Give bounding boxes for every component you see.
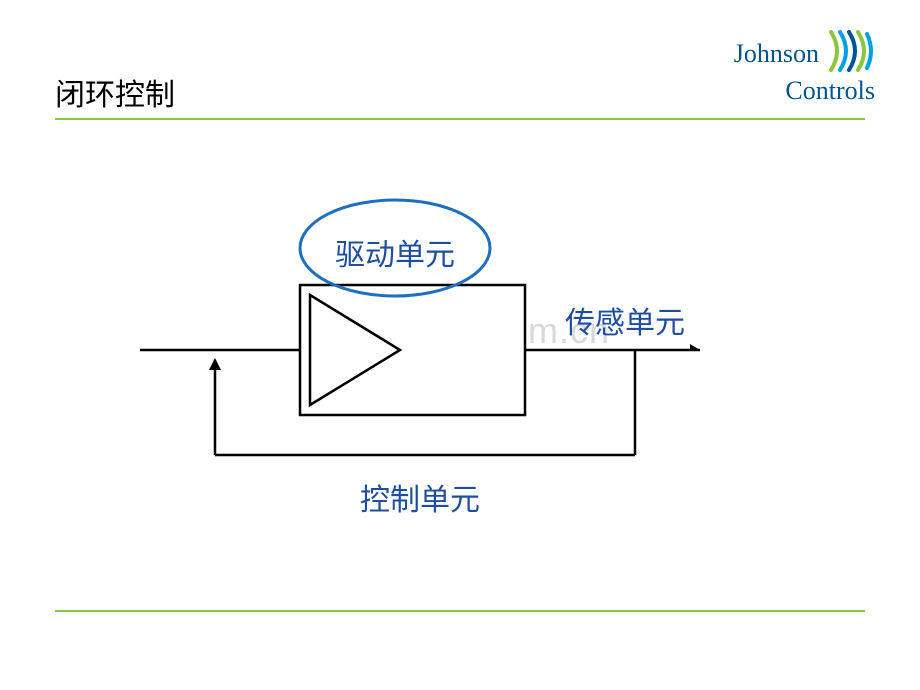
closed-loop-diagram (0, 0, 920, 690)
arrow-feedback-icon (209, 358, 221, 370)
amp-box (300, 285, 525, 415)
arrow-out-icon (690, 344, 700, 356)
slide: 闭环控制 Johnson Controls www.zixin.com.cn (0, 0, 920, 690)
label-control-unit: 控制单元 (360, 475, 480, 519)
label-drive-unit: 驱动单元 (335, 230, 455, 274)
label-sensor-unit: 传感单元 (565, 298, 685, 342)
divider-bottom (55, 610, 865, 612)
